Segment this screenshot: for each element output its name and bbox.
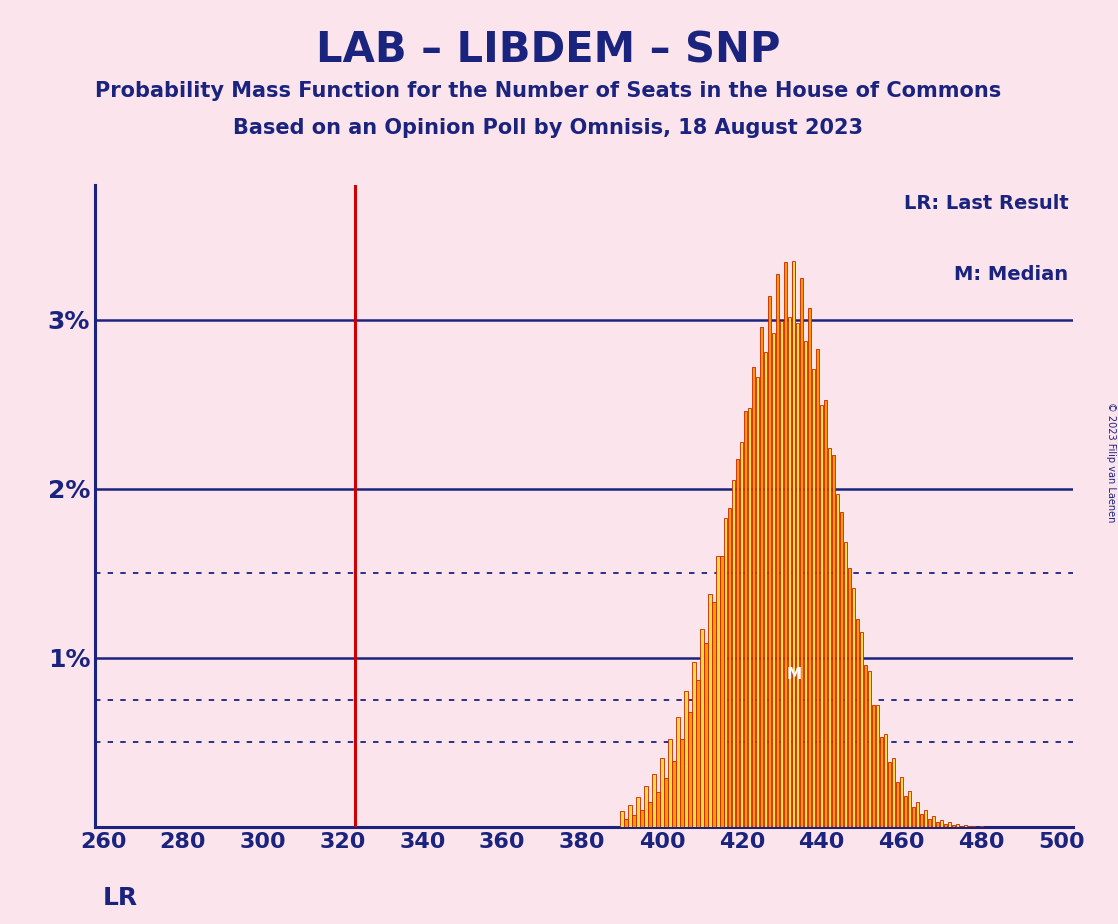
Bar (849, 567, 851, 827)
Bar (932, 816, 935, 827)
Text: © 2023 Filip van Laenen: © 2023 Filip van Laenen (1106, 402, 1116, 522)
Bar (773, 334, 776, 827)
Bar (620, 810, 624, 827)
Bar (752, 367, 756, 827)
Bar (664, 778, 667, 827)
Bar (860, 632, 863, 827)
Bar (768, 296, 771, 827)
Bar (840, 512, 843, 827)
Bar (689, 712, 692, 827)
Bar (793, 262, 795, 827)
Bar (864, 665, 868, 827)
Bar (765, 352, 767, 827)
Bar (948, 822, 951, 827)
Bar (964, 825, 967, 827)
Bar (880, 736, 883, 827)
Bar (760, 327, 764, 827)
Bar (821, 406, 823, 827)
Bar (916, 802, 919, 827)
Bar (812, 369, 815, 827)
Text: Probability Mass Function for the Number of Seats in the House of Commons: Probability Mass Function for the Number… (95, 81, 1001, 102)
Bar (896, 782, 899, 827)
Bar (804, 341, 807, 827)
Bar (923, 810, 927, 827)
Bar (628, 805, 632, 827)
Bar (784, 262, 787, 827)
Bar (832, 455, 835, 827)
Bar (900, 777, 903, 827)
Bar (816, 349, 819, 827)
Bar (669, 739, 672, 827)
Bar (936, 822, 939, 827)
Bar (692, 662, 695, 827)
Bar (912, 807, 916, 827)
Bar (928, 819, 931, 827)
Bar (636, 796, 639, 827)
Bar (951, 825, 955, 827)
Bar (956, 824, 959, 827)
Bar (748, 407, 751, 827)
Bar (697, 680, 700, 827)
Text: LR: LR (103, 886, 139, 910)
Bar (745, 411, 748, 827)
Bar (656, 792, 660, 827)
Bar (717, 556, 720, 827)
Bar (661, 758, 664, 827)
Text: M: Median: M: Median (955, 265, 1069, 284)
Bar (856, 619, 860, 827)
Bar (868, 671, 871, 827)
Bar (644, 786, 647, 827)
Bar (700, 629, 703, 827)
Bar (788, 318, 792, 827)
Bar (712, 602, 716, 827)
Bar (872, 704, 875, 827)
Bar (824, 400, 827, 827)
Bar (920, 814, 923, 827)
Bar (800, 278, 804, 827)
Bar (884, 735, 888, 827)
Bar (972, 826, 975, 827)
Bar (888, 762, 891, 827)
Bar (908, 792, 911, 827)
Bar (672, 760, 675, 827)
Text: LR: Last Result: LR: Last Result (903, 194, 1069, 213)
Bar (720, 556, 723, 827)
Bar (633, 815, 636, 827)
Bar (653, 773, 655, 827)
Bar (676, 717, 680, 827)
Bar (828, 448, 832, 827)
Bar (852, 588, 855, 827)
Text: Based on an Opinion Poll by Omnisis, 18 August 2023: Based on an Opinion Poll by Omnisis, 18 … (233, 118, 863, 139)
Bar (737, 459, 739, 827)
Bar (641, 809, 644, 827)
Bar (704, 643, 708, 827)
Bar (940, 820, 944, 827)
Bar (728, 508, 731, 827)
Bar (625, 820, 627, 827)
Text: M: M (786, 666, 802, 682)
Bar (836, 494, 840, 827)
Bar (796, 323, 799, 827)
Bar (732, 480, 736, 827)
Bar (904, 796, 907, 827)
Bar (844, 541, 847, 827)
Bar (780, 322, 784, 827)
Bar (681, 739, 683, 827)
Bar (740, 443, 743, 827)
Bar (648, 802, 652, 827)
Text: LAB – LIBDEM – SNP: LAB – LIBDEM – SNP (315, 30, 780, 71)
Bar (892, 758, 896, 827)
Bar (724, 518, 728, 827)
Bar (944, 824, 947, 827)
Bar (709, 594, 711, 827)
Bar (808, 308, 812, 827)
Bar (793, 261, 795, 827)
Bar (776, 274, 779, 827)
Bar (684, 691, 688, 827)
Bar (877, 705, 879, 827)
Bar (756, 377, 759, 827)
